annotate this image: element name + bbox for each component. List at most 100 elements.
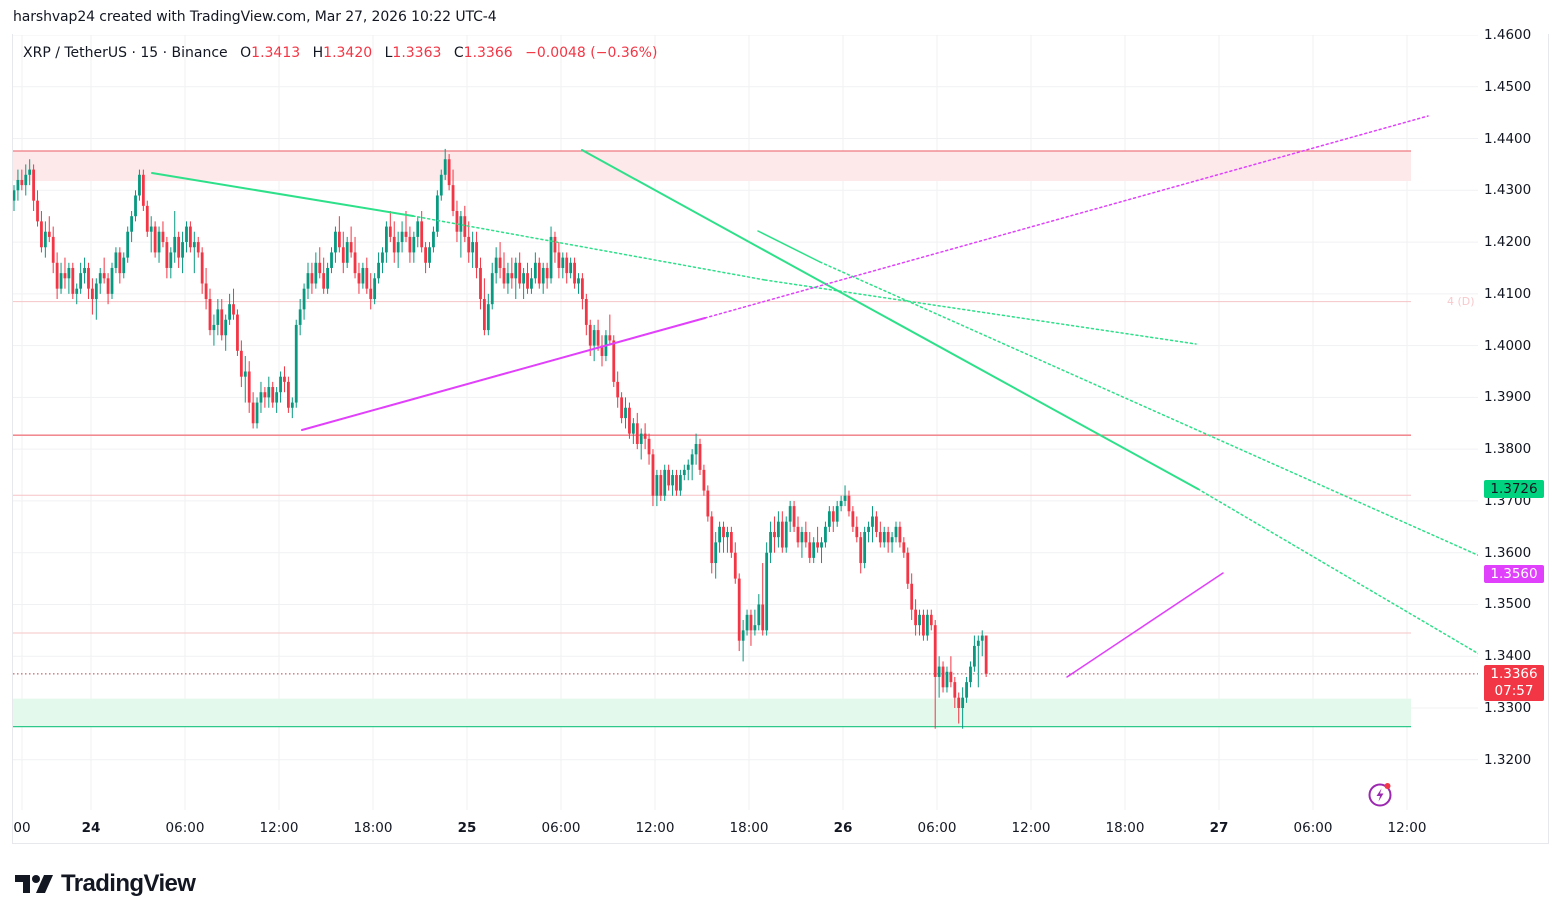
candle-body (165, 242, 169, 268)
candle-body (28, 169, 32, 175)
time-axis-label: 25 (457, 820, 477, 836)
candle-body (345, 242, 349, 263)
candle-body (882, 531, 886, 543)
candle-body (976, 640, 980, 646)
candle-body (94, 283, 98, 300)
candle-body (745, 614, 749, 631)
candle-body (361, 267, 365, 284)
candle-body (475, 242, 478, 268)
candle-body (51, 236, 55, 263)
candle-body (635, 423, 639, 444)
candle-body (522, 273, 525, 284)
candle-body (373, 278, 377, 300)
candle-body (220, 309, 224, 336)
candle-body (114, 252, 118, 268)
candle-body (545, 267, 549, 279)
price-axis-label: 1.4300 (1484, 182, 1532, 199)
candle-body (957, 697, 961, 709)
attribution-text: harshvap24 created with TradingView.com,… (13, 9, 497, 25)
candle-body (102, 273, 106, 279)
candle-body (106, 278, 110, 294)
candle-body (243, 371, 247, 377)
candle-body (483, 299, 486, 331)
candle-body (608, 335, 612, 341)
candle-body (953, 682, 957, 698)
candle-body (110, 267, 114, 294)
candle-body (40, 221, 43, 248)
candle-body (620, 397, 623, 419)
candle-body (557, 252, 561, 268)
candle-body (381, 252, 384, 263)
candle-body (404, 231, 408, 237)
candle-body (145, 205, 149, 232)
candle-body (933, 625, 937, 677)
candle-body (118, 252, 122, 274)
price-axis-label: 1.4200 (1484, 234, 1532, 251)
candle-body (804, 531, 808, 543)
candle-body (675, 475, 678, 491)
candle-body (83, 267, 86, 274)
trendline (581, 149, 1199, 490)
candle-body (714, 542, 718, 564)
candle-body (306, 273, 310, 289)
time-axis-label: 18:00 (353, 820, 393, 836)
candle-body (416, 221, 420, 237)
price-axis-label: 1.3200 (1484, 751, 1532, 768)
candle-body (494, 257, 498, 274)
candle-body (863, 531, 867, 564)
candle-body (686, 464, 690, 470)
candle-body (835, 506, 839, 522)
candle-body (851, 511, 855, 527)
trendline (764, 279, 1197, 345)
candle-body (965, 682, 968, 698)
candle-body (533, 262, 537, 279)
candle-body (302, 288, 306, 310)
candle-body (232, 304, 235, 315)
candle-body (612, 340, 616, 382)
candle-body (432, 231, 435, 248)
close-value: 1.3366 (463, 45, 513, 61)
bar-countdown: 07:57 (1494, 683, 1534, 699)
candle-body (216, 309, 220, 325)
tradingview-logo-icon (15, 875, 53, 893)
candle-body (941, 666, 945, 688)
candle-body (706, 490, 710, 517)
candle-body (189, 226, 192, 248)
tradingview-logo[interactable]: TradingView (15, 870, 196, 898)
candle-body (435, 195, 439, 232)
candle-body (357, 273, 361, 284)
candle-body (969, 666, 972, 683)
candle-body (192, 242, 196, 248)
candle-body (647, 438, 651, 455)
candle-body (334, 231, 337, 253)
candle-body (32, 169, 35, 201)
candle-body (588, 324, 592, 346)
symbol-name[interactable]: XRP / TetherUS · 15 · Binance (23, 45, 228, 61)
candle-body (408, 236, 412, 253)
candle-body (208, 299, 212, 331)
candle-body (918, 614, 921, 626)
candle-body (663, 469, 667, 496)
candle-body (541, 267, 545, 284)
candle-body (808, 542, 812, 558)
candle-body (337, 231, 341, 248)
candle-body (439, 174, 443, 196)
candle-body (13, 190, 16, 201)
candle-body (729, 531, 733, 553)
candle-body (55, 262, 59, 289)
candle-body (326, 267, 329, 289)
symbol-legend: XRP / TetherUS · 15 · Binance O1.3413 H1… (23, 45, 657, 61)
flash-alert-icon[interactable] (1367, 781, 1393, 807)
candle-body (396, 242, 400, 253)
candle-body (639, 433, 643, 444)
candle-body (16, 179, 20, 191)
candle-body (831, 511, 835, 522)
candle-body (275, 392, 279, 403)
candle-body (769, 531, 772, 553)
candle-body (961, 697, 965, 709)
time-axis-label: 27 (1209, 820, 1229, 836)
candle-body (718, 526, 721, 543)
candle-body (369, 288, 373, 300)
high-label: H (312, 45, 324, 61)
